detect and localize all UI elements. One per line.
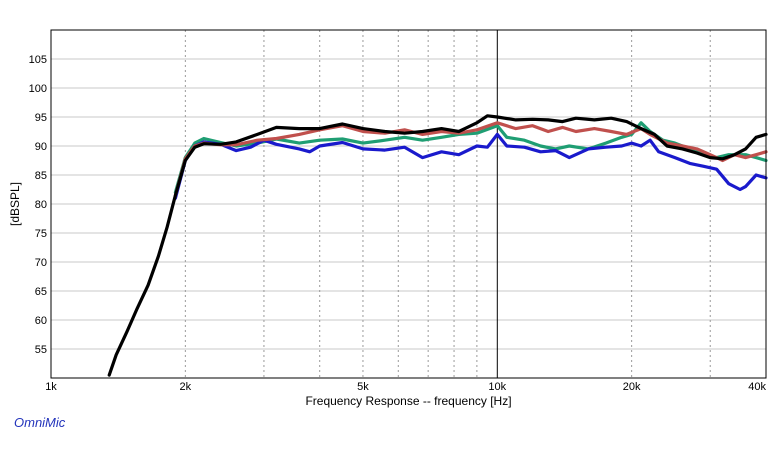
y-tick-label: 90 bbox=[35, 141, 47, 153]
x-tick-labels: 1k 2k 5k 10k 20k 40k bbox=[45, 381, 766, 393]
y-tick-label: 70 bbox=[35, 257, 47, 269]
series-line-3 bbox=[173, 121, 768, 197]
y-tick-labels: 55 60 65 70 75 80 85 90 95 100 105 bbox=[29, 54, 47, 356]
series-line-4 bbox=[107, 114, 768, 377]
x-tick-label: 20k bbox=[623, 381, 641, 393]
y-tick-label: 60 bbox=[35, 315, 47, 327]
brand-label: OmniMic bbox=[14, 415, 66, 430]
y-tick-label: 100 bbox=[29, 83, 47, 95]
y-tick-label: 95 bbox=[35, 112, 47, 124]
y-tick-label: 85 bbox=[35, 170, 47, 182]
x-tick-label: 5k bbox=[357, 381, 369, 393]
grid-lines bbox=[51, 30, 766, 378]
x-axis-title: Frequency Response -- frequency [Hz] bbox=[305, 394, 511, 408]
y-tick-label: 75 bbox=[35, 228, 47, 240]
plot-frame bbox=[50, 29, 767, 379]
x-tick-label: 2k bbox=[180, 381, 192, 393]
y-tick-label: 55 bbox=[35, 344, 47, 356]
y-axis-title: [dBSPL] bbox=[8, 182, 22, 226]
y-tick-label: 80 bbox=[35, 199, 47, 211]
x-tick-label: 10k bbox=[488, 381, 506, 393]
y-tick-label: 105 bbox=[29, 54, 47, 66]
x-tick-label: 40k bbox=[748, 381, 766, 393]
y-tick-label: 65 bbox=[35, 286, 47, 298]
x-tick-label: 1k bbox=[45, 381, 57, 393]
series-layer bbox=[107, 114, 768, 377]
